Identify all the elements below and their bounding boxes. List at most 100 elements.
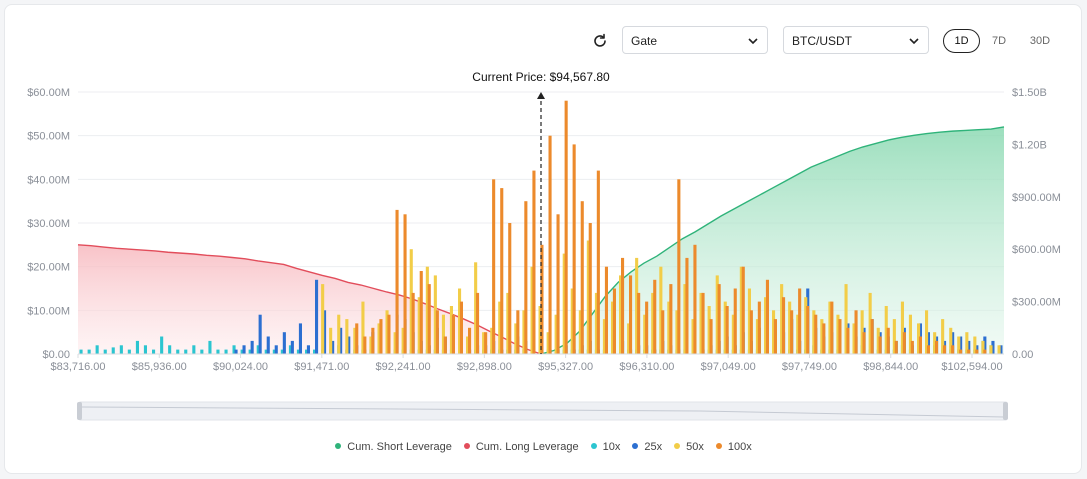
bar-50x xyxy=(466,336,470,354)
timeframe-1d-button[interactable]: 1D xyxy=(943,29,980,53)
pair-select[interactable]: BTC/USDT xyxy=(783,26,929,54)
bar-50x xyxy=(602,319,606,354)
pair-select-value: BTC/USDT xyxy=(792,34,852,48)
bar-50x xyxy=(747,288,751,354)
x-axis-tick-label: $85,936.00 xyxy=(132,361,187,373)
bar-25x xyxy=(250,340,254,354)
x-axis: $83,716.00 $85,936.00 $90,024.00 $91,471.00… xyxy=(50,353,1004,373)
bar-10x xyxy=(135,340,139,354)
bar-100x xyxy=(645,301,649,354)
legend-item[interactable]: Cum. Long Leverage xyxy=(463,441,579,453)
zoom-slider[interactable] xyxy=(77,401,1008,421)
bar-10x xyxy=(305,349,309,354)
refresh-icon[interactable] xyxy=(590,31,610,51)
bar-25x xyxy=(315,279,319,354)
legend-label: 10x xyxy=(602,441,621,453)
bar-100x xyxy=(427,284,431,354)
legend-item[interactable]: Cum. Short Leverage xyxy=(335,441,452,453)
bar-50x xyxy=(917,323,921,354)
bar-100x xyxy=(363,336,367,354)
x-axis-tick-label: $98,844.00 xyxy=(863,361,918,373)
legend-label: Cum. Short Leverage xyxy=(347,441,452,453)
bar-10x xyxy=(79,349,83,354)
bar-50x xyxy=(844,284,848,354)
bar-50x xyxy=(796,314,800,354)
bar-100x xyxy=(604,266,608,354)
bar-100x xyxy=(395,209,399,354)
bar-10x xyxy=(160,336,164,354)
bar-10x xyxy=(152,349,156,354)
bar-100x xyxy=(959,349,963,354)
bar-50x xyxy=(377,323,381,354)
zoom-handle-left xyxy=(77,402,82,420)
bar-50x xyxy=(981,340,985,354)
bar-25x xyxy=(234,349,238,354)
x-axis-tick-label: $83,716.00 xyxy=(50,361,105,373)
bar-100x xyxy=(500,188,504,354)
legend-item[interactable]: 100x xyxy=(715,441,752,453)
bar-10x xyxy=(313,349,317,354)
bar-50x xyxy=(594,292,598,354)
bar-25x xyxy=(274,345,278,354)
arrow-up-icon xyxy=(537,92,545,99)
bar-100x xyxy=(669,284,673,354)
bar-50x xyxy=(989,345,993,354)
bar-10x xyxy=(168,345,172,354)
bar-50x xyxy=(401,327,405,354)
bar-50x xyxy=(860,310,864,354)
bar-100x xyxy=(588,223,592,354)
bar-100x xyxy=(637,292,641,354)
bar-50x xyxy=(892,319,896,354)
bar-25x xyxy=(282,332,286,354)
bar-100x xyxy=(943,345,947,354)
bar-50x xyxy=(490,327,494,354)
x-axis-tick-label: $92,241.00 xyxy=(376,361,431,373)
exchange-select[interactable]: Gate xyxy=(622,26,768,54)
timeframe-7d-button[interactable]: 7D xyxy=(991,35,1007,47)
bar-25x xyxy=(242,345,246,354)
bar-50x xyxy=(570,288,574,354)
bar-50x xyxy=(321,284,325,354)
legend-item[interactable]: 10x xyxy=(590,441,621,453)
bar-25x xyxy=(290,340,294,354)
bar-100x xyxy=(838,319,842,354)
bar-50x xyxy=(812,310,816,354)
bar-50x xyxy=(804,297,808,354)
legend-item[interactable]: 50x xyxy=(674,441,704,453)
bar-50x xyxy=(876,327,880,354)
bar-100x xyxy=(830,301,834,354)
bar-50x xyxy=(361,301,365,354)
bar-10x xyxy=(280,349,284,354)
bar-50x xyxy=(868,292,872,354)
bar-100x xyxy=(685,257,689,354)
bar-50x xyxy=(627,323,631,354)
bar-10x xyxy=(248,349,252,354)
left-axis-tick-label: $10.00M xyxy=(27,305,70,317)
bar-25x xyxy=(347,336,351,354)
left-axis-tick-label: $50.00M xyxy=(27,131,70,143)
legend-item[interactable]: 25x xyxy=(632,441,662,453)
current-price-label: Current Price: $94,567.80 xyxy=(472,70,610,84)
bar-50x xyxy=(458,288,462,354)
bar-25x xyxy=(983,336,987,354)
legend-dot-icon xyxy=(715,443,722,450)
bar-100x xyxy=(451,314,455,354)
x-axis-tick-label: $91,471.00 xyxy=(294,361,349,373)
bar-25x xyxy=(999,345,1003,354)
bar-100x xyxy=(910,340,914,354)
bar-100x xyxy=(878,336,882,354)
current-price-annotation: Current Price: $94,567.80 xyxy=(472,70,610,354)
bar-100x xyxy=(403,214,407,354)
bar-50x xyxy=(836,314,840,354)
cum-long-area xyxy=(78,244,541,354)
timeframe-30d-button[interactable]: 30D xyxy=(1029,35,1051,47)
bar-50x xyxy=(506,292,510,354)
zoom-preview-line xyxy=(81,406,1005,418)
bar-50x xyxy=(417,297,421,354)
cum-short-line xyxy=(540,126,1005,355)
bar-10x xyxy=(240,349,244,354)
bar-10x xyxy=(264,349,268,354)
bar-25x xyxy=(959,336,963,354)
bar-10x xyxy=(232,345,236,354)
